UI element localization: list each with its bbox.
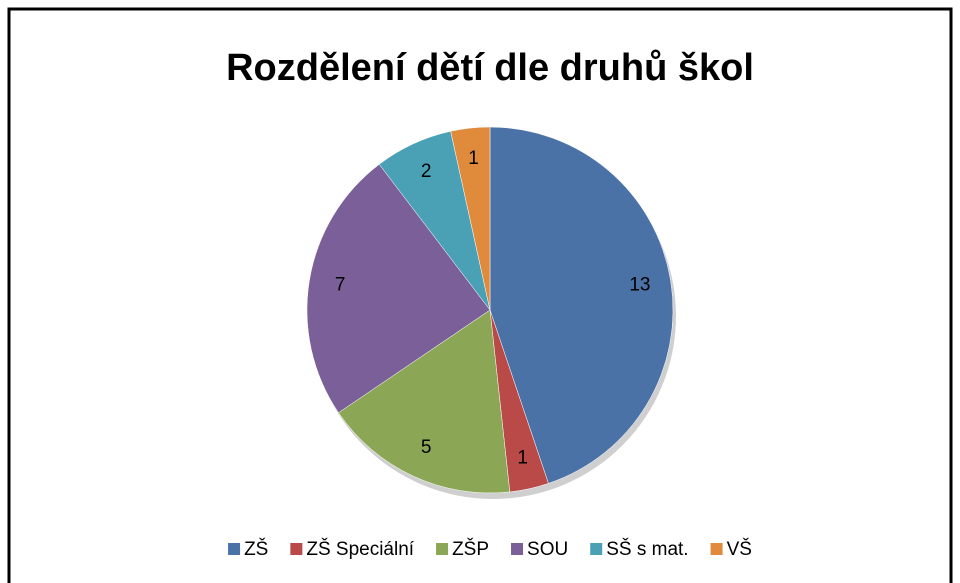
pie-slice (450, 126, 491, 311)
legend-swatch (436, 543, 449, 555)
data-label: 5 (421, 437, 432, 458)
legend-label: VŠ (727, 538, 752, 560)
pie-slice (306, 163, 491, 414)
data-label: 1 (468, 148, 479, 169)
pie-slice (489, 126, 674, 484)
legend-swatch (228, 543, 241, 555)
data-label: 7 (335, 274, 346, 295)
data-label: 1 (517, 447, 528, 468)
chart-title: Rozdělení dětí dle druhů škol (226, 47, 754, 89)
legend-swatch (511, 543, 524, 555)
legend-label: ZŠP (452, 538, 489, 560)
legend-swatch (590, 543, 603, 555)
legend-label: SŠ s mat. (606, 538, 688, 560)
legend-swatch (710, 543, 723, 555)
pie-slice (338, 309, 511, 494)
legend-label: ZŠ Speciální (306, 538, 414, 560)
legend-label: ZŠ (244, 538, 268, 560)
legend-swatch (290, 543, 303, 555)
data-label: 2 (421, 161, 432, 182)
legend-label: SOU (527, 539, 568, 560)
data-label: 13 (629, 274, 650, 295)
